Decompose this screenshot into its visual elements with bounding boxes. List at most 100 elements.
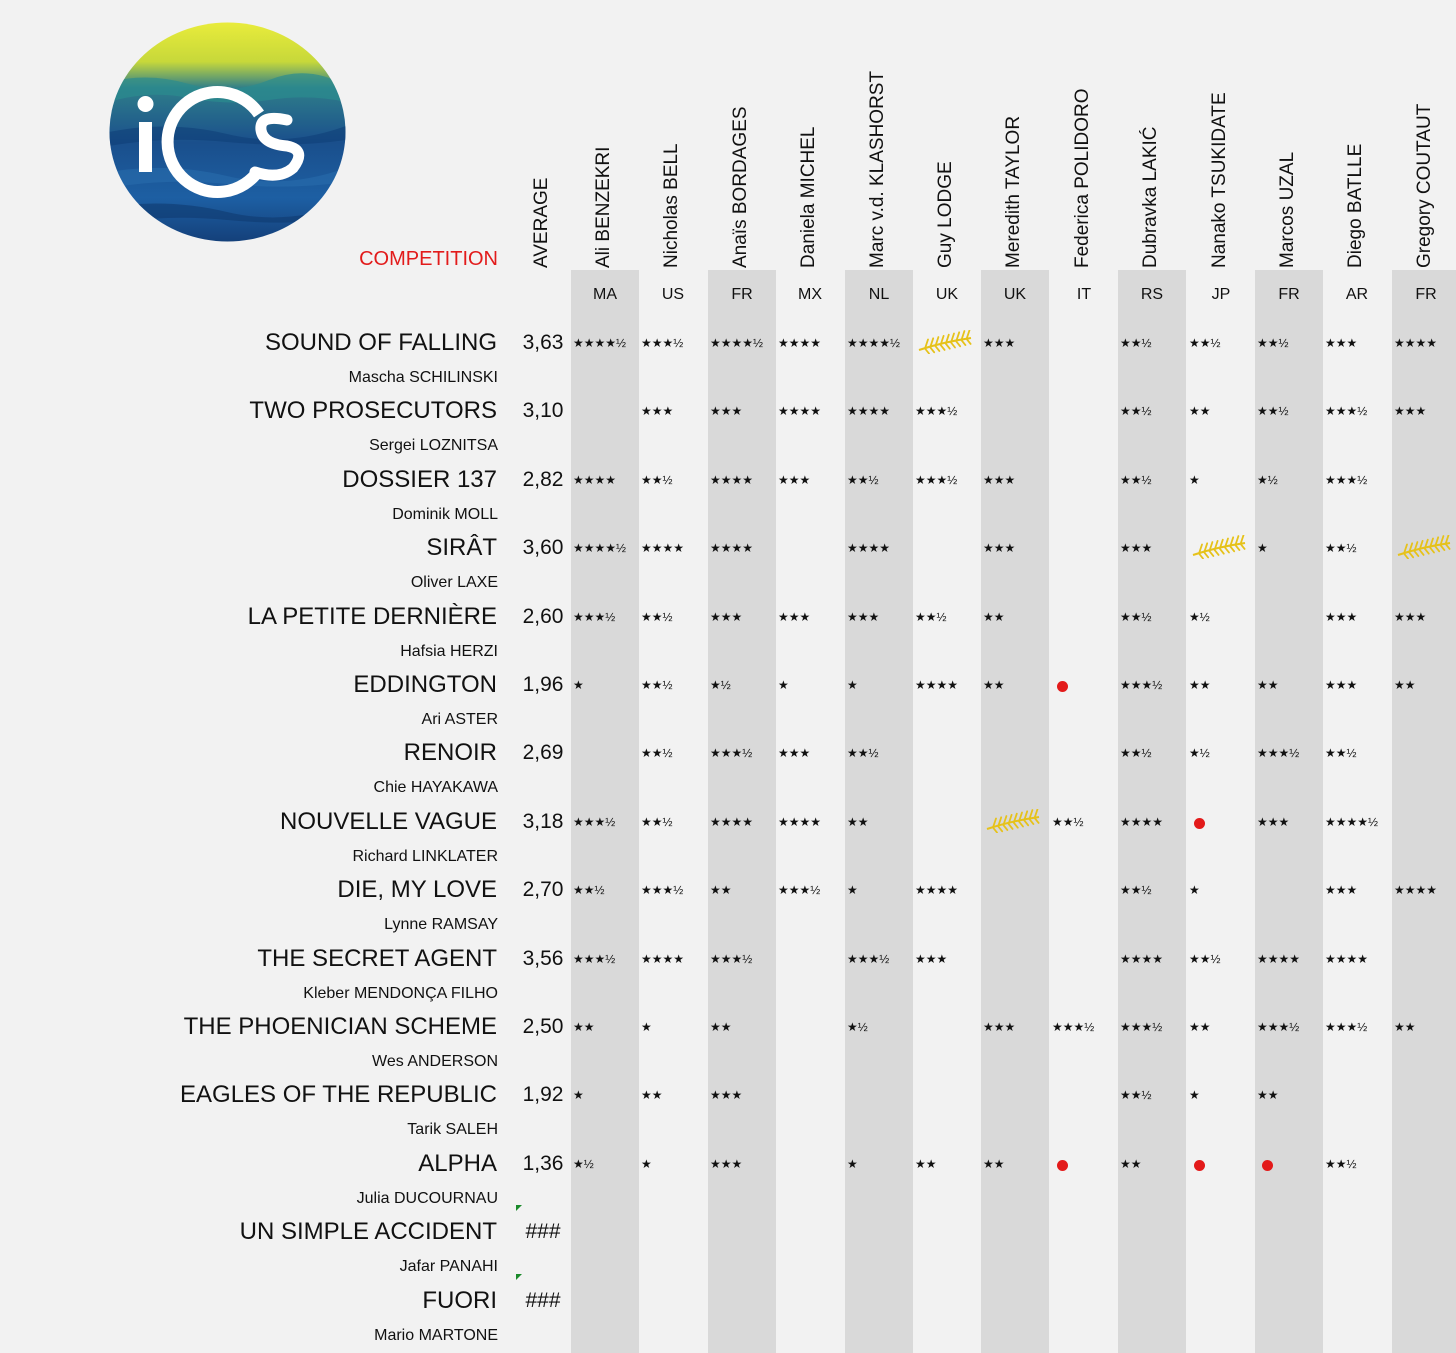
average-label: AVERAGE <box>531 177 552 268</box>
star-rating: ★★ <box>983 1156 1005 1171</box>
star-rating: ★★★ <box>983 472 1016 487</box>
film-director: Ari ASTER <box>421 711 498 728</box>
star-rating: ★ <box>778 678 789 692</box>
star-rating: ★ <box>1189 1088 1200 1103</box>
star-rating: ★★★½ <box>641 883 684 898</box>
star-rating: ★★★½ <box>641 336 684 350</box>
star-rating: ★ <box>573 678 584 692</box>
critic-country: NL <box>868 286 890 303</box>
critic-column-shade <box>845 270 913 1353</box>
cell-error-marker <box>516 1273 522 1280</box>
critic-country: UK <box>935 286 959 303</box>
star-rating: ★★★★ <box>847 404 891 419</box>
film-title: SOUND OF FALLING <box>264 329 497 356</box>
critic-name: Diego BATLLE <box>1345 143 1366 268</box>
star-rating: ★★★★½ <box>710 336 764 350</box>
star-rating: ★★★★ <box>915 678 959 692</box>
film-title: SIRÂT <box>426 534 497 562</box>
star-rating: ★½ <box>1257 472 1278 487</box>
star-rating: ★½ <box>573 1156 594 1171</box>
star-rating: ★★½ <box>1120 609 1152 624</box>
star-rating: ★★ <box>641 1088 663 1103</box>
star-rating: ★★½ <box>1257 404 1289 419</box>
star-rating: ★★★½ <box>778 883 821 898</box>
star-rating: ★★★½ <box>915 472 958 487</box>
star-rating: ★★★½ <box>1325 472 1368 487</box>
critic-name: Federica POLIDORO <box>1072 88 1093 269</box>
star-rating: ★★★½ <box>573 951 616 966</box>
star-rating: ★★★½ <box>915 404 958 419</box>
star-rating: ★★½ <box>1120 336 1152 350</box>
critic-country: MA <box>593 286 617 303</box>
film-title: THE PHOENICIAN SCHEME <box>183 1013 497 1040</box>
star-rating: ★★★★ <box>641 951 685 966</box>
star-rating: ★★★½ <box>573 814 616 829</box>
star-rating: ★★ <box>1120 1156 1142 1171</box>
star-rating: ★ <box>641 1020 652 1034</box>
star-rating: ★★★ <box>983 336 1016 350</box>
star-rating: ★★★★½ <box>1325 814 1379 829</box>
star-rating: ★★★ <box>1325 609 1358 624</box>
star-rating: ★ <box>1257 541 1268 556</box>
star-rating: ★★★★½ <box>847 336 901 350</box>
film-director: Dominik MOLL <box>392 505 498 523</box>
star-rating: ★★ <box>1189 404 1211 419</box>
star-rating: ★★ <box>1189 1020 1211 1034</box>
critic-name: Ali BENZEKRI <box>593 146 614 268</box>
star-rating: ★★½ <box>641 678 673 692</box>
palme-dor-icon <box>983 807 1043 834</box>
average-score: 2,50 <box>522 1015 564 1038</box>
star-rating: ★★★ <box>983 1020 1016 1034</box>
film-director: Mascha SCHILINSKI <box>348 369 498 386</box>
red-dot-rating <box>1194 817 1205 829</box>
film-title: EDDINGTON <box>353 671 497 698</box>
star-rating: ★★½ <box>1052 814 1084 829</box>
star-rating: ★★ <box>1394 1020 1416 1034</box>
star-rating: ★★½ <box>1189 336 1221 350</box>
critic-country: FR <box>731 286 753 303</box>
film-director: Oliver LAXE <box>410 574 498 592</box>
star-rating: ★★½ <box>1120 746 1152 761</box>
star-rating: ★★ <box>1189 678 1211 692</box>
star-rating: ★★ <box>573 1020 595 1034</box>
critic-column-shade <box>1255 270 1323 1353</box>
film-title: ALPHA <box>418 1149 497 1177</box>
star-rating: ★★★ <box>1120 541 1153 556</box>
average-score: ### <box>525 1288 561 1312</box>
star-rating: ★★★½ <box>847 951 890 966</box>
star-rating: ★★★★ <box>1120 951 1164 966</box>
star-rating: ★ <box>847 1156 858 1171</box>
star-rating: ★★★★ <box>641 541 685 556</box>
film-director: Lynne RAMSAY <box>384 916 498 934</box>
average-score: 3,18 <box>522 809 564 833</box>
star-rating: ★½ <box>1189 746 1210 761</box>
star-rating: ★★★ <box>710 1088 743 1103</box>
critic-country: UK <box>1003 286 1027 303</box>
film-director: Sergei LOZNITSA <box>369 437 498 455</box>
star-rating: ★★★ <box>1325 883 1358 898</box>
critic-name: Gregory COUTAUT <box>1414 103 1435 268</box>
star-rating: ★★½ <box>641 609 673 624</box>
star-rating: ★★½ <box>1325 1156 1357 1171</box>
star-rating: ★★ <box>1257 678 1279 692</box>
film-title: DOSSIER 137 <box>342 465 497 493</box>
critic-country: JP <box>1211 286 1231 303</box>
red-dot-rating <box>1057 681 1068 692</box>
critic-column-shade <box>1392 270 1456 1353</box>
star-rating: ★★½ <box>1325 746 1357 761</box>
average-score: 1,92 <box>522 1083 564 1107</box>
star-rating: ★★★★ <box>1394 336 1438 350</box>
critic-country: FR <box>1415 286 1437 303</box>
competition-label: COMPETITION <box>359 248 498 270</box>
critic-country: US <box>661 286 685 303</box>
star-rating: ★ <box>847 883 858 898</box>
critic-column-shade <box>981 270 1049 1353</box>
star-rating: ★★★ <box>915 951 948 966</box>
film-director: Wes ANDERSON <box>372 1053 498 1070</box>
critic-name: Meredith TAYLOR <box>1003 115 1024 268</box>
film-director: Mario MARTONE <box>374 1326 498 1344</box>
critic-column-shade <box>571 270 639 1353</box>
average-score: 2,69 <box>522 741 564 765</box>
star-rating: ★★★½ <box>1257 746 1300 761</box>
star-rating: ★★ <box>915 1156 937 1171</box>
